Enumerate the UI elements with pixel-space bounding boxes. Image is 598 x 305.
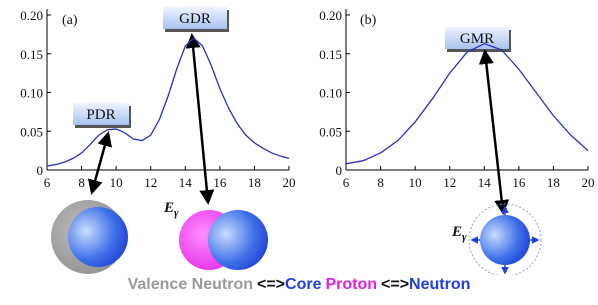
x-tick-label: 12	[144, 175, 157, 190]
y-tick-label: 0.15	[319, 47, 342, 62]
y-tick-label: 0.10	[20, 86, 43, 101]
x-tick-label: 16	[512, 175, 526, 190]
chart: (a) PDR GDR Eγ (b) GMR Eγ 0 0.05 0.10 0.15 0…	[0, 0, 598, 275]
core	[68, 207, 128, 267]
legend-item: Valence Neutron	[128, 276, 253, 293]
y-tick-label: 0.10	[319, 86, 342, 101]
y-tick-label: 0.20	[319, 8, 342, 23]
x-tick-label: 14	[478, 175, 492, 190]
x-tick-label: 10	[110, 175, 123, 190]
x-tick-label: 12	[443, 175, 456, 190]
x-tick-label: 8	[78, 175, 85, 190]
y-tick-label: 0.15	[20, 47, 43, 62]
nucleus	[480, 215, 530, 265]
y-tick-label: 0	[37, 163, 44, 178]
x-tick-label: 10	[409, 175, 422, 190]
x-tick-label: 14	[179, 175, 193, 190]
x-tick-label: 6	[343, 175, 350, 190]
y-tick-label: 0.20	[20, 8, 43, 23]
energy-label: Eγ	[163, 200, 179, 219]
y-tick-label: 0.05	[20, 124, 43, 139]
curve	[47, 38, 289, 166]
e: E	[451, 224, 462, 240]
panel-label: (b)	[360, 13, 377, 28]
gdr-label: GDR	[179, 11, 211, 27]
panel-label: (a)	[62, 13, 78, 28]
neutron	[208, 210, 268, 270]
e: E	[163, 200, 174, 216]
y-tick-label: 0.05	[319, 124, 342, 139]
legend-item: <=>	[381, 276, 409, 293]
x-tick-label: 8	[377, 175, 384, 190]
legend-item: Proton	[325, 276, 377, 293]
arrow	[92, 134, 108, 192]
x-tick-label: 6	[44, 175, 51, 190]
x-tick-label: 20	[283, 175, 296, 190]
curve	[346, 44, 588, 164]
arrow	[192, 36, 208, 202]
legend-item: Core	[285, 276, 321, 293]
legend-item: Neutron	[409, 276, 470, 293]
y-tick-label: 0	[336, 163, 343, 178]
pdr-label: PDR	[86, 107, 115, 123]
gamma: γ	[174, 207, 179, 219]
energy-label: Eγ	[451, 224, 467, 243]
x-tick-label: 16	[213, 175, 227, 190]
x-tick-label: 18	[248, 175, 261, 190]
legend-item: <=>	[257, 276, 285, 293]
figure: (a) PDR GDR Eγ (b) GMR Eγ 0 0.05 0.10 0.15 0…	[0, 0, 598, 305]
x-tick-label: 20	[582, 175, 595, 190]
gmr-label: GMR	[460, 31, 494, 47]
x-tick-label: 18	[547, 175, 560, 190]
gamma: γ	[462, 231, 467, 243]
